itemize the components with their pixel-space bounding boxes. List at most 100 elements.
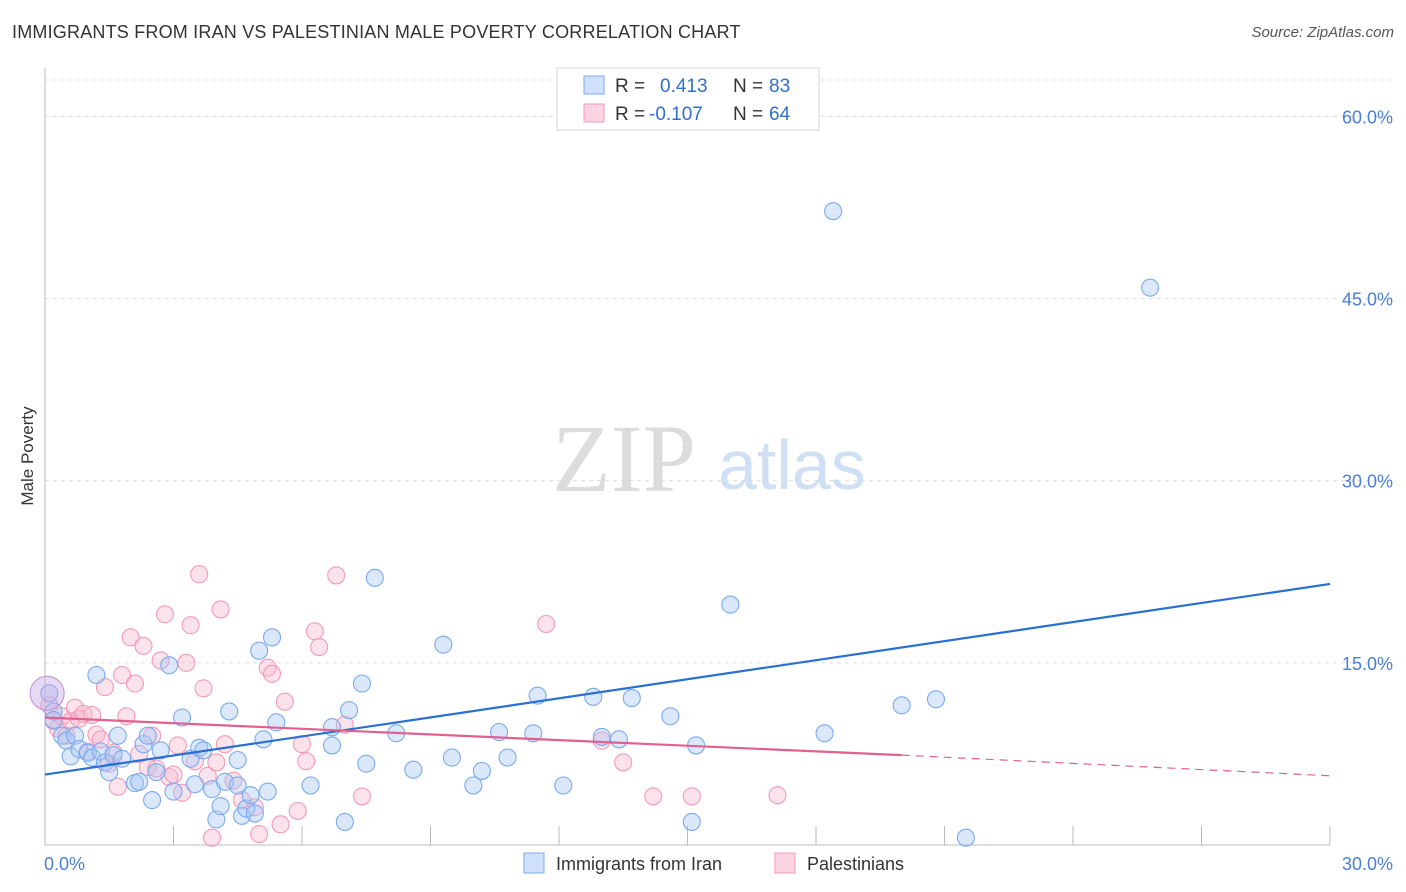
- source-credit: Source: ZipAtlas.com: [1251, 24, 1394, 41]
- watermark: ZIP atlas: [552, 405, 866, 512]
- data-point-palestinians: [211, 600, 230, 619]
- data-point-iran: [352, 674, 372, 693]
- legend-swatch-palestinians: [774, 852, 796, 874]
- stats-legend-swatch-palestinians: [583, 103, 605, 123]
- data-point-palestinians: [194, 679, 213, 698]
- data-point-iran: [185, 775, 204, 794]
- stats-r-label-iran: R =: [615, 76, 645, 97]
- data-point-palestinians: [203, 828, 222, 847]
- stats-n-label-iran: N =: [733, 76, 763, 97]
- legend-swatch-iran: [523, 852, 545, 874]
- data-point-iran: [404, 760, 423, 779]
- trend-line-palestinians: [44, 716, 902, 757]
- data-point-iran: [44, 710, 63, 729]
- data-point-iran: [721, 595, 740, 614]
- watermark-zip: ZIP: [552, 405, 696, 512]
- data-point-palestinians: [262, 664, 282, 683]
- data-point-iran: [108, 726, 127, 745]
- data-point-iran: [661, 707, 680, 726]
- data-point-iran: [258, 782, 277, 801]
- bottom-legend: Immigrants from Iran Palestinians: [523, 852, 904, 874]
- legend-label-iran: Immigrants from Iran: [556, 854, 722, 874]
- data-point-iran: [824, 202, 843, 221]
- data-point-iran: [245, 804, 264, 823]
- y-tick-label: 60.0%: [1342, 107, 1393, 127]
- data-point-iran: [143, 791, 162, 810]
- chart-title: IMMIGRANTS FROM IRAN VS PALESTINIAN MALE…: [12, 22, 741, 42]
- data-point-iran: [584, 687, 603, 706]
- data-point-iran: [87, 665, 106, 685]
- stats-n-label-palestinians: N =: [733, 104, 763, 125]
- data-point-iran: [164, 782, 183, 801]
- data-point-palestinians: [155, 605, 174, 624]
- data-point-iran: [472, 761, 491, 780]
- data-point-palestinians: [310, 638, 329, 657]
- data-point-iran: [138, 726, 157, 745]
- data-point-palestinians: [297, 752, 316, 771]
- data-point-palestinians: [130, 744, 149, 763]
- data-point-palestinians: [207, 753, 226, 772]
- data-point-cluster: [29, 675, 65, 711]
- data-point-palestinians: [125, 674, 144, 693]
- stats-r-value-palestinians: -0.107: [649, 104, 703, 125]
- data-point-iran: [207, 810, 226, 829]
- legend-label-palestinians: Palestinians: [807, 854, 904, 874]
- data-point-palestinians: [614, 753, 633, 772]
- data-point-iran: [524, 724, 543, 743]
- data-point-palestinians: [768, 786, 787, 805]
- data-point-iran: [40, 684, 59, 703]
- data-point-iran: [250, 641, 269, 660]
- stats-r-value-iran: 0.413: [660, 76, 708, 97]
- y-tick-label: 30.0%: [1342, 472, 1393, 492]
- data-point-iran: [130, 772, 149, 791]
- data-point-iran: [609, 730, 629, 749]
- gridlines: [45, 79, 1392, 664]
- data-point-palestinians: [327, 566, 346, 585]
- data-point-iran: [220, 702, 239, 721]
- data-point-iran: [228, 776, 247, 795]
- y-tick-label: 15.0%: [1342, 654, 1393, 674]
- data-point-iran: [682, 812, 701, 831]
- data-point-palestinians: [215, 735, 234, 754]
- data-point-palestinians: [164, 765, 183, 784]
- data-point-palestinians: [275, 692, 294, 711]
- data-point-iran: [815, 724, 834, 743]
- x-tick-label-max: 30.0%: [1342, 854, 1393, 874]
- stats-legend-swatch-iran: [583, 75, 605, 95]
- data-point-iran: [335, 812, 354, 831]
- data-point-palestinians: [168, 736, 187, 755]
- trend-line-iran: [44, 582, 1331, 776]
- data-point-palestinians: [108, 777, 127, 796]
- data-point-iran: [464, 776, 483, 795]
- data-point-iran: [322, 736, 342, 755]
- data-point-iran: [160, 656, 179, 675]
- data-point-palestinians: [181, 616, 200, 635]
- data-point-palestinians: [537, 614, 556, 634]
- data-point-iran: [1141, 278, 1160, 297]
- data-point-iran: [134, 735, 153, 754]
- data-point-iran: [301, 776, 320, 795]
- data-point-iran: [228, 750, 247, 770]
- tick-labels: 15.0% 30.0% 45.0% 60.0% 0.0% 30.0%: [44, 107, 1393, 874]
- data-point-iran: [442, 748, 461, 767]
- data-point-iran: [622, 689, 641, 708]
- data-point-palestinians: [198, 766, 217, 785]
- data-point-iran: [554, 776, 573, 795]
- data-point-palestinians: [250, 825, 269, 844]
- trend-lines: [44, 582, 1331, 777]
- data-point-palestinians: [271, 815, 290, 834]
- data-point-palestinians: [134, 636, 153, 655]
- data-point-iran: [365, 568, 384, 587]
- data-point-iran: [262, 628, 282, 647]
- y-tick-label: 45.0%: [1342, 290, 1393, 310]
- trend-line-palestinians-extension: [901, 754, 1331, 777]
- x-tick-label-min: 0.0%: [44, 854, 85, 874]
- data-point-iran: [254, 730, 273, 749]
- data-point-iran: [340, 701, 359, 720]
- data-point-palestinians: [644, 787, 663, 806]
- data-point-iran: [147, 763, 166, 782]
- data-point-palestinians: [682, 787, 701, 806]
- data-point-iran: [237, 799, 256, 818]
- data-point-palestinians: [305, 622, 324, 641]
